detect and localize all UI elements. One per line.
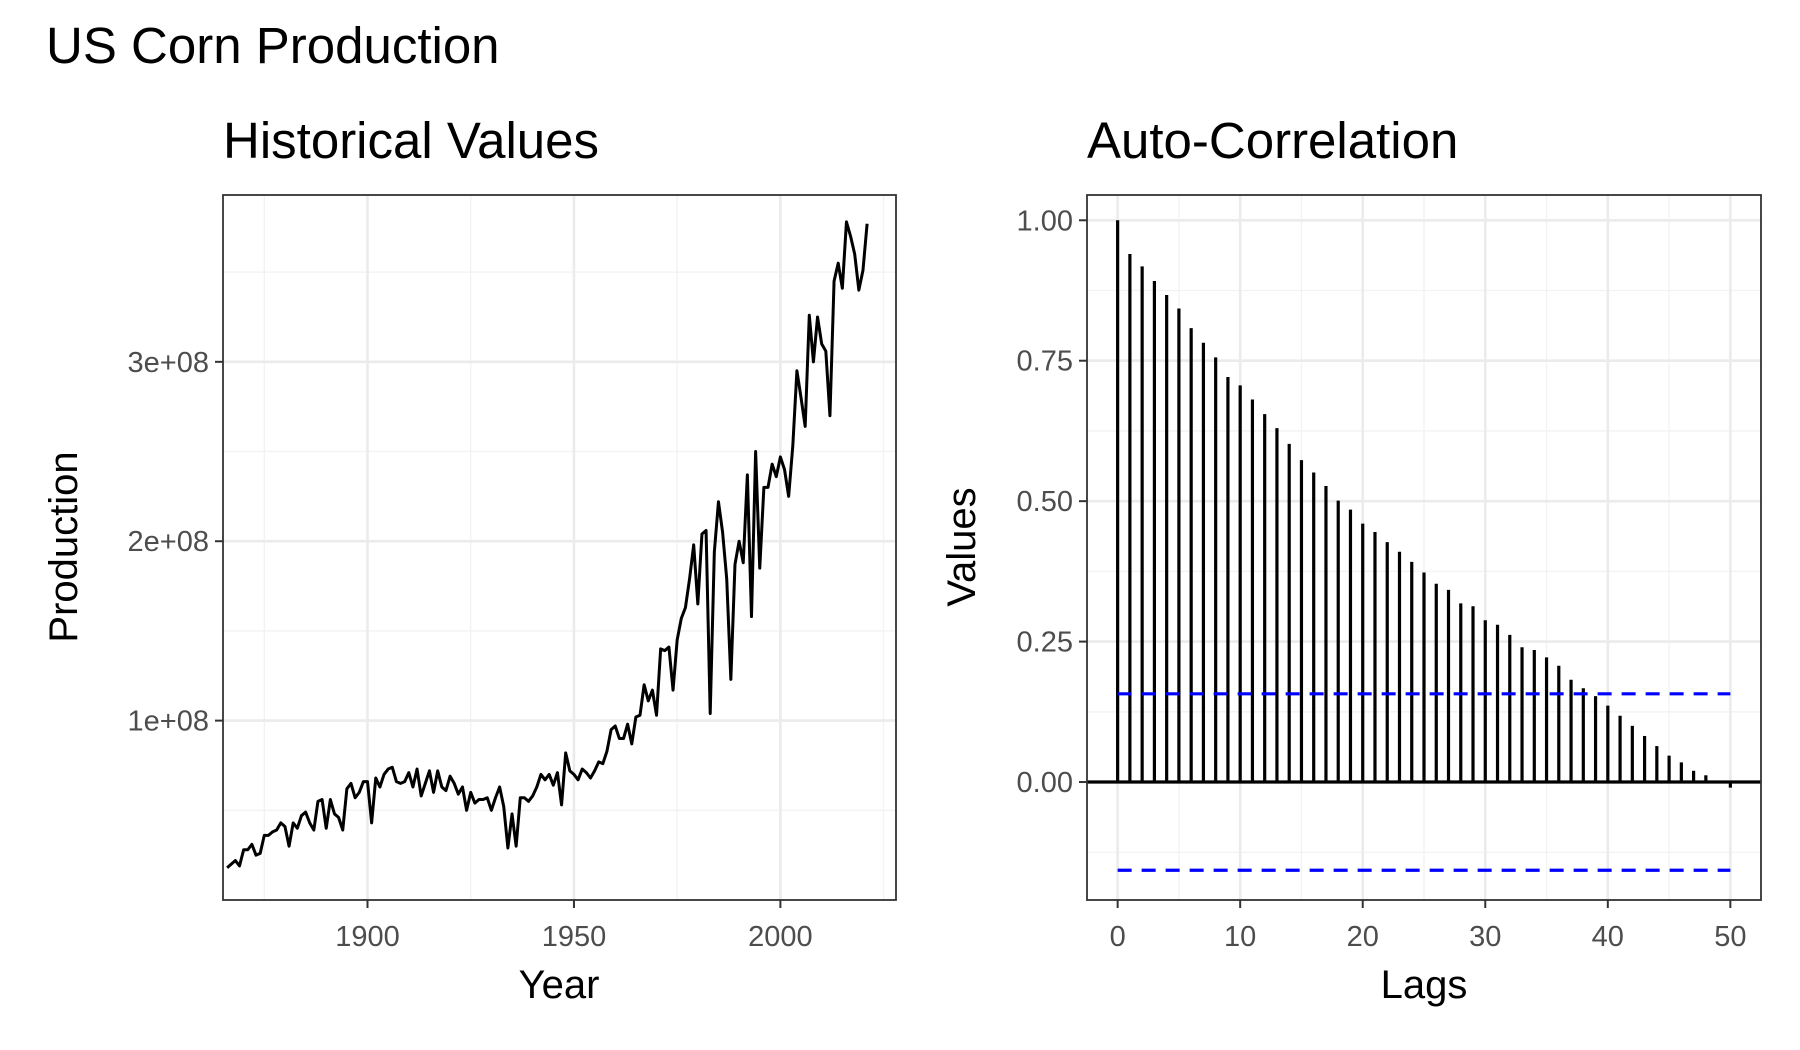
historical-values-series [226, 220, 869, 869]
historical-values-y-axis-title: Production [42, 451, 86, 642]
historical-values-panel-border [222, 194, 897, 901]
x-tick-label: 40 [1592, 921, 1624, 953]
auto-correlation-panel: Auto-Correlation 0 10 20 30 40 50 0.00 0.25 0.5… [940, 112, 1762, 1007]
auto-correlation-title: Auto-Correlation [1087, 112, 1458, 169]
x-tick-label: 20 [1347, 921, 1379, 953]
auto-correlation-y-axis: 0.00 0.25 0.50 0.75 1.00 [1017, 205, 1087, 799]
x-tick-label: 2000 [748, 921, 813, 953]
y-tick-label: 1e+08 [128, 706, 209, 738]
auto-correlation-bars [1087, 220, 1761, 788]
y-tick-label: 0.25 [1017, 627, 1073, 659]
auto-correlation-confidence-band [1117, 692, 1731, 872]
y-tick-label: 0.00 [1017, 767, 1073, 799]
x-tick-label: 0 [1110, 921, 1126, 953]
historical-values-x-axis-title: Year [519, 963, 600, 1007]
y-tick-label: 0.75 [1017, 346, 1073, 378]
historical-values-y-axis: 1e+08 2e+08 3e+08 [128, 347, 223, 738]
x-tick-label: 10 [1224, 921, 1256, 953]
historical-values-minor-grid [223, 195, 896, 900]
x-tick-label: 1950 [542, 921, 607, 953]
y-tick-label: 0.50 [1017, 486, 1073, 518]
x-tick-label: 50 [1714, 921, 1746, 953]
historical-values-panel: Historical Values 1900 1950 2000 1e+08 2e+0… [42, 112, 897, 1007]
auto-correlation-panel-border [1086, 194, 1762, 901]
y-tick-label: 2e+08 [128, 526, 209, 558]
y-tick-label: 1.00 [1017, 205, 1073, 237]
y-tick-label: 3e+08 [128, 347, 209, 379]
x-tick-label: 1900 [335, 921, 400, 953]
historical-values-x-axis: 1900 1950 2000 [335, 900, 813, 953]
figure-title: US Corn Production [46, 17, 500, 74]
auto-correlation-x-axis-title: Lags [1381, 963, 1468, 1007]
auto-correlation-y-axis-title: Values [940, 487, 984, 606]
production-series-line [226, 220, 869, 869]
auto-correlation-x-axis: 0 10 20 30 40 50 [1110, 900, 1746, 953]
historical-values-title: Historical Values [223, 112, 599, 169]
x-tick-label: 30 [1469, 921, 1501, 953]
